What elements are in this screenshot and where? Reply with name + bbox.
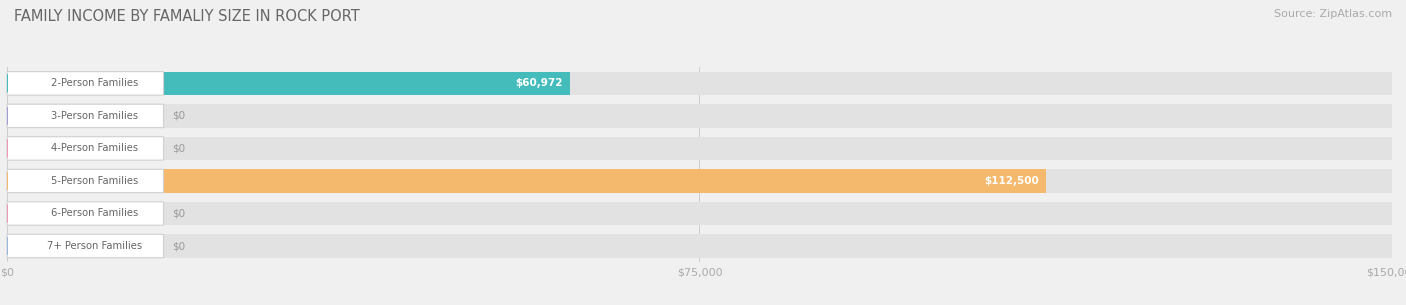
FancyBboxPatch shape: [7, 169, 163, 193]
FancyBboxPatch shape: [7, 137, 163, 160]
Text: $112,500: $112,500: [984, 176, 1039, 186]
Text: 2-Person Families: 2-Person Families: [51, 78, 138, 88]
Bar: [7, 72, 1392, 95]
FancyBboxPatch shape: [7, 234, 163, 258]
Bar: [7, 202, 1392, 225]
Text: $0: $0: [172, 111, 186, 121]
Text: $0: $0: [172, 241, 186, 251]
Text: Source: ZipAtlas.com: Source: ZipAtlas.com: [1274, 9, 1392, 19]
Bar: [7, 169, 1046, 193]
Bar: [7, 234, 1392, 258]
Bar: [7, 169, 1392, 193]
Text: FAMILY INCOME BY FAMALIY SIZE IN ROCK PORT: FAMILY INCOME BY FAMALIY SIZE IN ROCK PO…: [14, 9, 360, 24]
FancyBboxPatch shape: [7, 104, 163, 127]
Bar: [7, 72, 569, 95]
Text: $60,972: $60,972: [516, 78, 562, 88]
Text: 4-Person Families: 4-Person Families: [51, 143, 138, 153]
Text: $0: $0: [172, 209, 186, 218]
Text: $0: $0: [172, 143, 186, 153]
Bar: [7, 104, 1392, 127]
FancyBboxPatch shape: [7, 202, 163, 225]
Bar: [7, 137, 1392, 160]
Text: 6-Person Families: 6-Person Families: [51, 209, 138, 218]
Text: 3-Person Families: 3-Person Families: [51, 111, 138, 121]
Text: 7+ Person Families: 7+ Person Families: [48, 241, 142, 251]
FancyBboxPatch shape: [7, 72, 163, 95]
Text: 5-Person Families: 5-Person Families: [51, 176, 138, 186]
